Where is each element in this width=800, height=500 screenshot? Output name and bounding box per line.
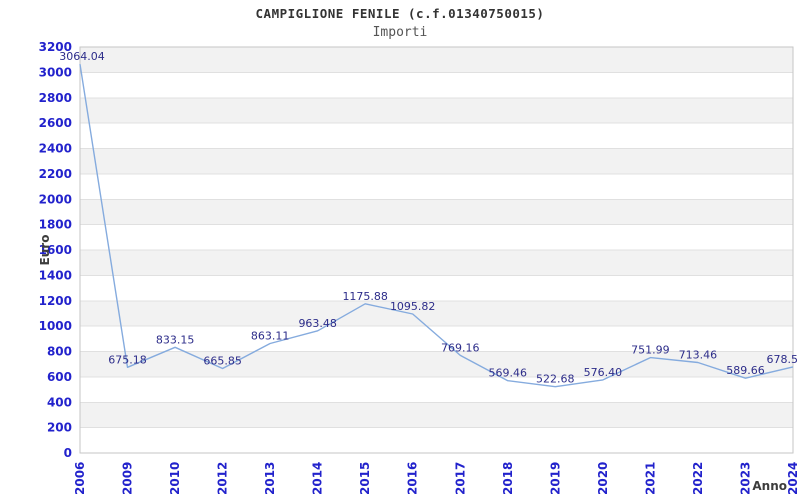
y-tick-label: 1400 <box>39 268 72 282</box>
y-tick-label: 600 <box>47 370 72 384</box>
plot-band <box>80 250 793 276</box>
x-tick-label: 2024 <box>786 462 800 495</box>
x-tick-label: 2022 <box>691 462 705 495</box>
y-tick-label: 2600 <box>39 116 72 130</box>
x-tick-label: 2018 <box>501 462 515 495</box>
y-tick-label: 1600 <box>39 243 72 257</box>
data-label: 1175.88 <box>342 290 388 303</box>
y-tick-label: 0 <box>64 446 72 460</box>
data-label: 963.48 <box>298 317 337 330</box>
series-line <box>79 64 794 388</box>
y-tick-label: 400 <box>47 395 72 409</box>
x-tick-label: 2012 <box>216 462 230 495</box>
x-tick-label: 2017 <box>453 462 467 495</box>
plot-band <box>80 97 793 124</box>
plot-band <box>80 199 793 225</box>
x-tick-label: 2010 <box>168 462 182 495</box>
x-tick-label: 2009 <box>121 462 135 495</box>
data-label: 1095.82 <box>390 300 436 313</box>
y-tick-label: 2800 <box>39 91 72 105</box>
x-tick-label: 2006 <box>73 462 87 495</box>
x-tick-label: 2015 <box>358 462 372 495</box>
x-tick-label: 2016 <box>406 462 420 495</box>
data-label: 678.5 <box>767 353 799 366</box>
data-label: 863.11 <box>251 330 290 343</box>
y-axis-title: Euro <box>38 235 52 266</box>
data-label: 576.40 <box>584 366 623 379</box>
plot-band <box>80 148 793 174</box>
y-tick-label: 1000 <box>39 319 72 333</box>
data-label: 522.68 <box>536 373 575 386</box>
plot-border <box>79 46 794 454</box>
plot-band <box>80 47 793 73</box>
y-tick-label: 200 <box>47 421 72 435</box>
y-tick-label: 3200 <box>39 40 72 54</box>
data-label: 751.99 <box>631 344 670 357</box>
y-tick-label: 1800 <box>39 218 72 232</box>
y-tick-label: 1200 <box>39 294 72 308</box>
x-tick-label: 2013 <box>263 462 277 495</box>
plot-band <box>80 351 793 377</box>
x-tick-label: 2020 <box>596 462 610 495</box>
data-label: 675.18 <box>108 353 147 366</box>
x-tick-label: 2021 <box>643 462 657 495</box>
data-label: 569.46 <box>489 367 528 380</box>
y-tick-label: 800 <box>47 345 72 359</box>
chart-subtitle: Importi <box>372 25 428 40</box>
data-label: 589.66 <box>726 364 765 377</box>
plot-band <box>80 300 793 327</box>
data-label: 665.85 <box>203 355 242 368</box>
y-tick-label: 2200 <box>39 167 72 181</box>
x-tick-label: 2019 <box>548 462 562 495</box>
data-label: 833.15 <box>156 333 195 346</box>
y-tick-label: 3000 <box>39 65 72 79</box>
x-tick-label: 2023 <box>739 462 753 495</box>
data-label: 769.16 <box>441 341 480 354</box>
chart-title: CAMPIGLIONE FENILE (c.f.01340750015) <box>255 6 545 21</box>
data-label: 713.46 <box>679 349 718 362</box>
y-tick-label: 2400 <box>39 142 72 156</box>
x-tick-label: 2014 <box>311 462 325 495</box>
plot-band <box>80 402 793 428</box>
x-axis-title: Anno <box>752 479 787 493</box>
data-label: 3064.04 <box>59 50 105 63</box>
y-tick-label: 2000 <box>39 192 72 206</box>
